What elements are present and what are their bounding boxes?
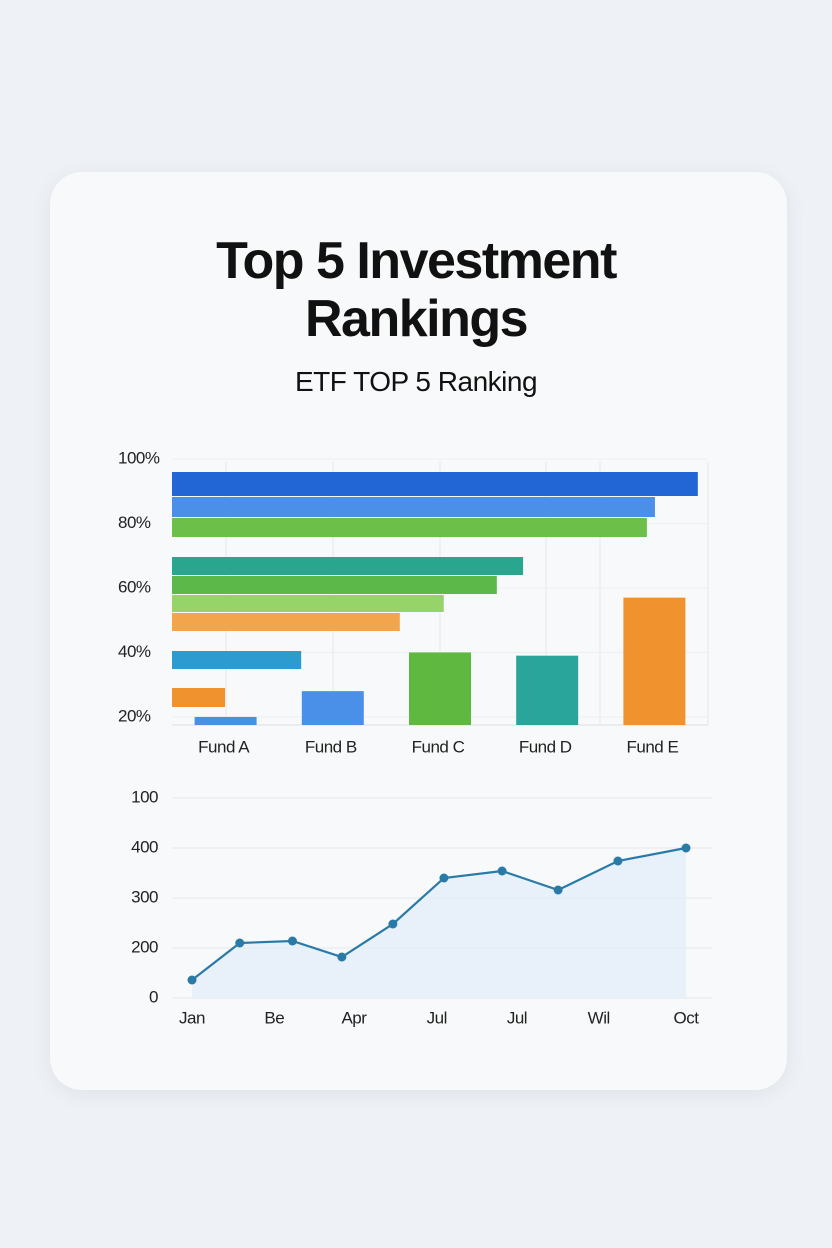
h-bar <box>172 518 647 537</box>
x-tick-label: Fund C <box>412 737 465 756</box>
bar <box>194 716 257 725</box>
x-tick-label: Fund B <box>305 737 357 756</box>
point <box>287 936 297 946</box>
x-tick-label: Jan <box>179 1008 205 1027</box>
h-bar <box>172 688 226 707</box>
y-tick-label: 400 <box>131 837 158 856</box>
h-bar <box>172 576 497 594</box>
bar <box>516 655 579 725</box>
x-tick-label: Fund D <box>519 737 572 756</box>
point <box>187 975 197 985</box>
x-tick-label: Fund A <box>198 737 250 756</box>
point <box>613 856 623 866</box>
point <box>337 952 347 962</box>
h-bar <box>172 472 698 496</box>
x-tick-label: Be <box>264 1008 284 1027</box>
y-tick-label: 100% <box>118 448 160 467</box>
y-tick-label: 100 <box>131 787 158 806</box>
h-bar <box>172 557 524 575</box>
x-tick-label: Oct <box>674 1008 700 1027</box>
h-bar <box>172 595 444 612</box>
h-bar <box>172 497 655 517</box>
title: Top 5 Investment Rankings <box>216 232 617 348</box>
point <box>681 843 691 853</box>
x-tick-label: Jul <box>427 1008 447 1027</box>
y-tick-label: 20% <box>118 706 151 725</box>
point <box>497 866 507 876</box>
area <box>192 848 686 998</box>
x-tick-label: Jul <box>507 1008 527 1027</box>
y-tick-label: 60% <box>118 577 151 596</box>
bar <box>301 691 364 725</box>
y-tick-label: 80% <box>118 513 151 532</box>
h-bar <box>172 613 400 631</box>
y-tick-label: 40% <box>118 642 151 661</box>
x-tick-label: Wil <box>588 1008 610 1027</box>
point <box>439 873 449 883</box>
point <box>553 885 563 895</box>
bar <box>623 597 686 725</box>
y-tick-label: 0 <box>149 987 158 1006</box>
point <box>235 938 245 948</box>
point <box>388 919 398 929</box>
y-tick-label: 300 <box>131 887 158 906</box>
x-tick-label: Fund E <box>626 737 678 756</box>
subtitle: ETF TOP 5 Ranking <box>294 366 538 397</box>
line <box>191 846 687 981</box>
h-bar <box>172 651 302 669</box>
y-tick-label: 200 <box>131 937 158 956</box>
bar <box>409 652 471 725</box>
x-tick-label: Apr <box>341 1008 367 1027</box>
